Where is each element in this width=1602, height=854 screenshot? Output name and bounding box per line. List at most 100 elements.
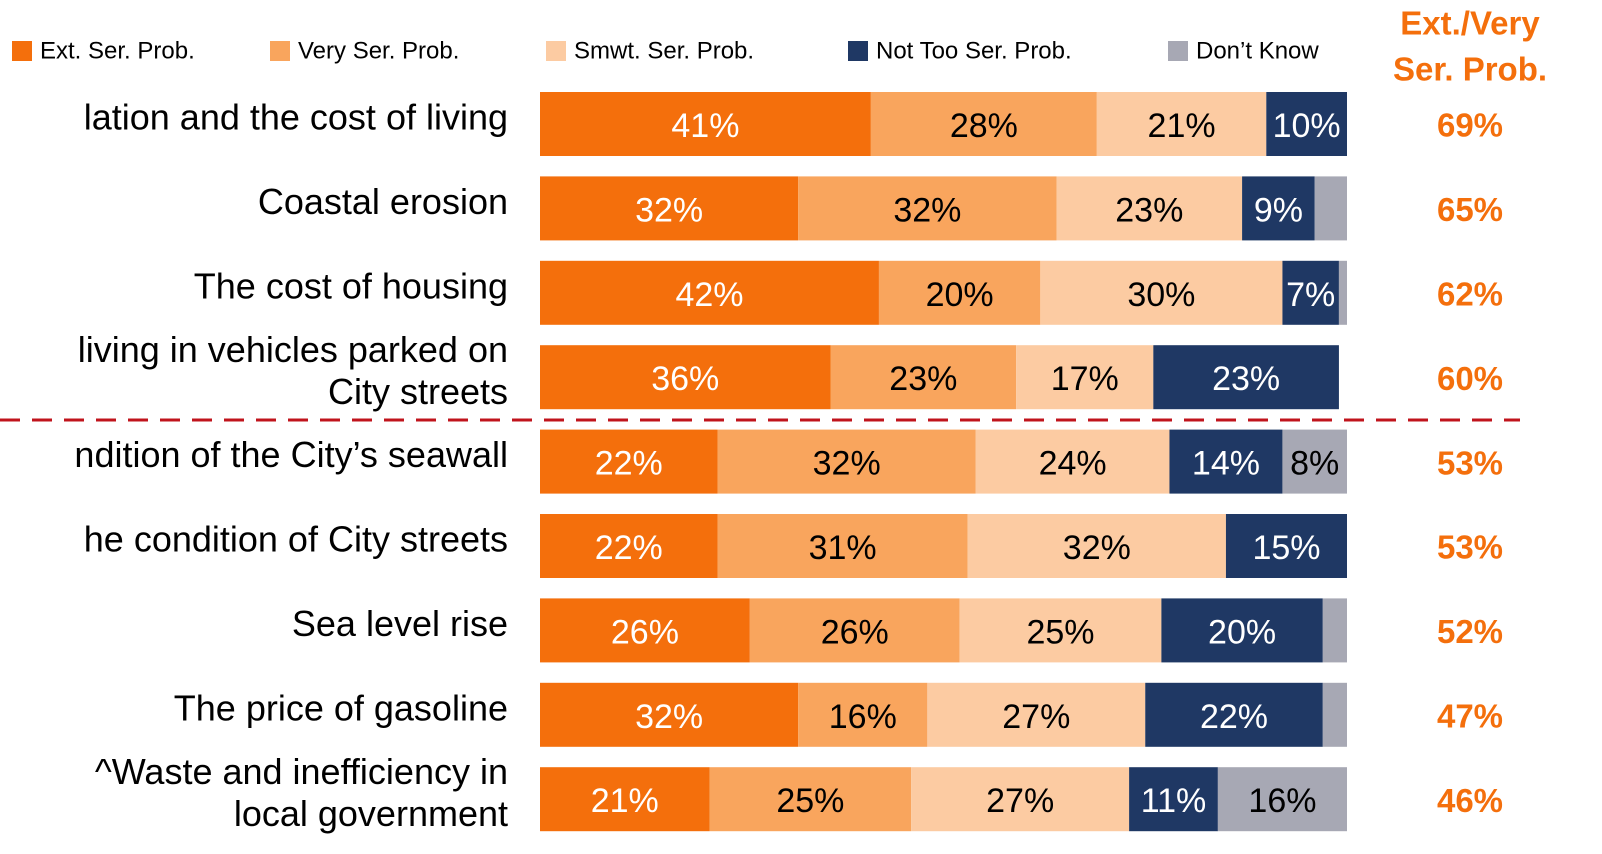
bar-segment (540, 598, 750, 663)
data-label: 16% (1248, 782, 1316, 820)
legend-label: Don’t Know (1196, 37, 1319, 64)
category-label: ^Waste and inefficiency in local governme… (95, 751, 508, 834)
category-label: Coastal erosion (258, 181, 508, 222)
bar-segment (540, 260, 879, 325)
data-label: 24% (1039, 445, 1107, 483)
data-label: 23% (1212, 360, 1280, 398)
data-label: 26% (821, 613, 889, 651)
bar-segment (749, 598, 960, 663)
bar-segment (1338, 260, 1347, 325)
bar-segment (709, 767, 912, 832)
total-label: 53% (1437, 444, 1503, 481)
data-label: 42% (675, 276, 743, 314)
bar-segment (717, 514, 968, 578)
data-label: 28% (950, 107, 1018, 145)
bar-segment (1056, 176, 1243, 241)
bar-segment (540, 345, 831, 410)
bar-segment (540, 176, 799, 241)
bar-segment (1040, 260, 1283, 325)
bar-segment (1266, 92, 1347, 156)
data-label: 25% (776, 782, 844, 820)
bar-segment (1169, 429, 1283, 494)
total-label: 69% (1437, 107, 1503, 144)
total-label: 52% (1437, 613, 1503, 650)
data-label: 23% (889, 360, 957, 398)
bar-segment (927, 682, 1146, 747)
bar-segment (1314, 176, 1347, 241)
bar-segment (1282, 429, 1347, 494)
data-label: 15% (1252, 529, 1320, 567)
bar-segment (1322, 598, 1347, 663)
legend-label: Very Ser. Prob. (298, 37, 459, 64)
bar-segment (717, 429, 976, 494)
total-label: 60% (1437, 360, 1503, 397)
data-label: 32% (1063, 529, 1131, 567)
data-label: 17% (1051, 360, 1119, 398)
bar-segment (1217, 767, 1347, 832)
legend-swatch (848, 41, 868, 61)
category-label: Sea level rise (292, 603, 508, 644)
data-label: 27% (986, 782, 1054, 820)
bar-segment (540, 514, 718, 578)
bar-segment (1016, 345, 1154, 410)
data-label: 22% (1200, 698, 1268, 736)
bar-segment (1322, 682, 1347, 747)
data-label: 36% (651, 360, 719, 398)
bar-segment (959, 598, 1162, 663)
category-label: lation and the cost of living (84, 97, 508, 138)
data-label: 41% (671, 107, 739, 145)
data-label: 11% (1141, 782, 1207, 820)
data-label: 8% (1290, 445, 1339, 483)
data-label: 32% (893, 191, 961, 229)
bar-segment (830, 345, 1017, 410)
data-label: 14% (1192, 445, 1260, 483)
bar-segment (1242, 176, 1315, 241)
bar-segment (540, 429, 718, 494)
bar-segment (540, 92, 871, 156)
legend-swatch (1168, 41, 1188, 61)
data-label: 31% (809, 529, 877, 567)
data-label: 9% (1254, 191, 1303, 229)
bar-segment (540, 682, 799, 747)
bar-segment (1225, 514, 1347, 578)
total-label: 65% (1437, 191, 1503, 228)
total-label: 47% (1437, 698, 1503, 735)
data-label: 23% (1115, 191, 1183, 229)
legend-label: Smwt. Ser. Prob. (574, 37, 754, 64)
bar-segment (870, 92, 1097, 156)
bar-segment (911, 767, 1130, 832)
data-label: 26% (611, 613, 679, 651)
category-label: ndition of the City’s seawall (74, 434, 508, 475)
bar-segment (798, 176, 1057, 241)
legend-swatch (546, 41, 566, 61)
data-label: 16% (829, 698, 897, 736)
data-label: 32% (813, 445, 881, 483)
category-label: The cost of housing (194, 265, 508, 306)
data-label: 22% (595, 445, 663, 483)
bar-segment (1129, 767, 1218, 832)
bar-segment (1161, 598, 1323, 663)
bar-segment (1145, 682, 1323, 747)
data-label: 10% (1273, 107, 1341, 145)
data-label: 27% (1002, 698, 1070, 736)
total-label: 53% (1437, 529, 1503, 566)
data-label: 32% (635, 698, 703, 736)
totals-header: Ser. Prob. (1393, 51, 1547, 88)
category-label: The price of gasoline (174, 687, 508, 728)
bar-segment (1282, 260, 1339, 325)
category-label: living in vehicles parked on City streets (78, 329, 508, 412)
data-label: 7% (1286, 276, 1335, 314)
data-label: 21% (1148, 107, 1216, 145)
total-label: 62% (1437, 276, 1503, 313)
bar-segment (967, 514, 1226, 578)
total-label: 46% (1437, 782, 1503, 819)
bar-segment (878, 260, 1041, 325)
data-label: 30% (1127, 276, 1195, 314)
data-label: 22% (595, 529, 663, 567)
category-label: he condition of City streets (84, 519, 508, 560)
data-label: 32% (635, 191, 703, 229)
legend-swatch (12, 41, 32, 61)
bar-segment (1153, 345, 1339, 410)
bar-segment (540, 767, 710, 832)
